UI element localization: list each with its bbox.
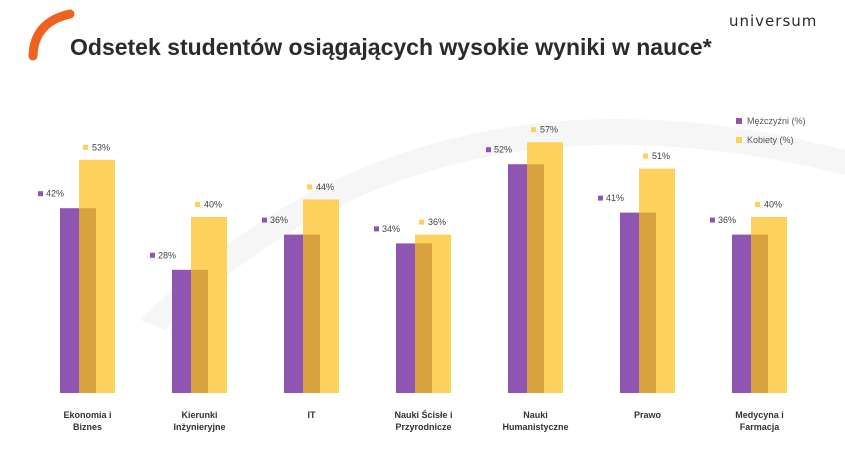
data-label-women: 53% — [92, 142, 110, 152]
category-label: IT — [308, 410, 317, 420]
data-label-men: 28% — [158, 250, 176, 260]
bar-overlap — [415, 243, 432, 393]
data-label-marker-men — [486, 147, 491, 153]
data-label-marker-women — [83, 144, 88, 150]
legend-item-men: Mężczyźni (%) — [736, 111, 806, 130]
data-label-marker-women — [755, 202, 760, 207]
data-label-men: 36% — [270, 215, 288, 225]
data-label-women: 57% — [540, 125, 558, 135]
data-label-women: 36% — [428, 217, 446, 227]
data-label-men: 42% — [46, 189, 64, 199]
legend-swatch-women — [736, 136, 742, 143]
data-label-marker-men — [150, 252, 155, 258]
data-label-marker-men — [710, 217, 715, 223]
data-label-women: 51% — [652, 151, 670, 161]
bar-overlap — [527, 164, 544, 393]
data-label-women: 40% — [204, 200, 222, 210]
category-label: Medycyna i Farmacja — [735, 410, 784, 432]
bar-overlap — [191, 269, 208, 393]
bar-overlap — [751, 234, 768, 393]
category-label: Ekonomia i Biznes — [63, 410, 111, 432]
data-label-women: 44% — [316, 182, 334, 192]
data-label-marker-women — [307, 184, 312, 190]
bar-overlap — [639, 212, 656, 393]
category-label: Prawo — [634, 410, 662, 420]
data-label-men: 41% — [606, 193, 624, 203]
data-label-men: 52% — [494, 145, 512, 155]
legend-label-men: Mężczyźni (%) — [747, 115, 806, 126]
background-swoosh — [140, 118, 845, 330]
data-label-marker-men — [374, 226, 379, 232]
data-label-marker-men — [262, 217, 267, 223]
category-label: Nauki Ścisłe i Przyrodnicze — [394, 409, 452, 432]
category-label: Kierunki Inżynieryjne — [173, 410, 225, 432]
data-label-marker-men — [598, 195, 603, 201]
data-label-men: 36% — [718, 215, 736, 225]
data-label-men: 34% — [382, 224, 400, 234]
brand-logo: universum — [729, 12, 818, 30]
chart-legend: Mężczyźni (%) Kobiety (%) — [736, 111, 806, 149]
data-label-marker-women — [643, 153, 648, 159]
accent-arc — [28, 9, 75, 61]
chart-title: Odsetek studentów osiągających wysokie w… — [70, 34, 712, 60]
category-label: Nauki Humanistyczne — [502, 410, 568, 432]
bar-overlap — [79, 208, 96, 393]
bar-overlap — [303, 234, 320, 393]
data-label-marker-women — [195, 202, 200, 207]
data-label-marker-women — [419, 219, 424, 225]
legend-swatch-men — [736, 117, 742, 124]
legend-item-women: Kobiety (%) — [736, 130, 806, 149]
legend-label-women: Kobiety (%) — [747, 134, 794, 145]
data-label-marker-women — [531, 127, 536, 133]
data-label-marker-men — [38, 191, 43, 197]
data-label-women: 40% — [764, 200, 782, 210]
